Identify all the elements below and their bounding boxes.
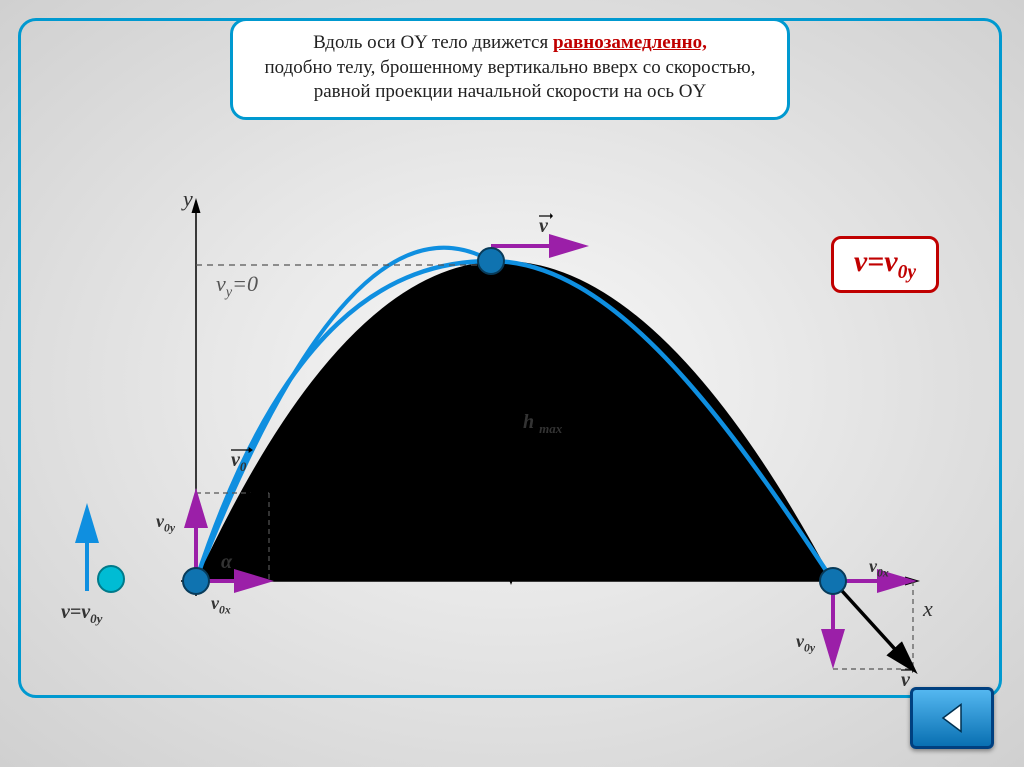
point-free xyxy=(98,566,124,592)
point-apex xyxy=(478,248,504,274)
y-axis-label: y xyxy=(183,186,193,212)
point-start xyxy=(183,568,209,594)
label-v-apex: v xyxy=(539,215,553,238)
point-end xyxy=(820,568,846,594)
trajectory-chart xyxy=(21,21,1005,701)
label-v0y-origin: v0y xyxy=(156,511,175,535)
prev-button[interactable] xyxy=(910,687,994,749)
label-v0: v0 xyxy=(231,449,253,475)
label-v0x-origin: v0x xyxy=(211,593,231,617)
label-v0x-end: v0x xyxy=(869,556,889,580)
label-v0y-end: v0y xyxy=(796,631,815,655)
prev-arrow-icon xyxy=(934,700,970,736)
trajectory-curve-main xyxy=(196,261,833,581)
x-axis-label: x xyxy=(923,596,933,622)
label-vy0: vy=0 xyxy=(216,271,258,301)
label-veq-free: v=v0y xyxy=(61,601,102,627)
vec-end-v xyxy=(833,581,913,669)
label-alpha: α xyxy=(221,551,232,574)
label-hmax: h max xyxy=(523,411,562,437)
slide-frame: Вдоль оси OY тело движется равнозамедлен… xyxy=(18,18,1002,698)
